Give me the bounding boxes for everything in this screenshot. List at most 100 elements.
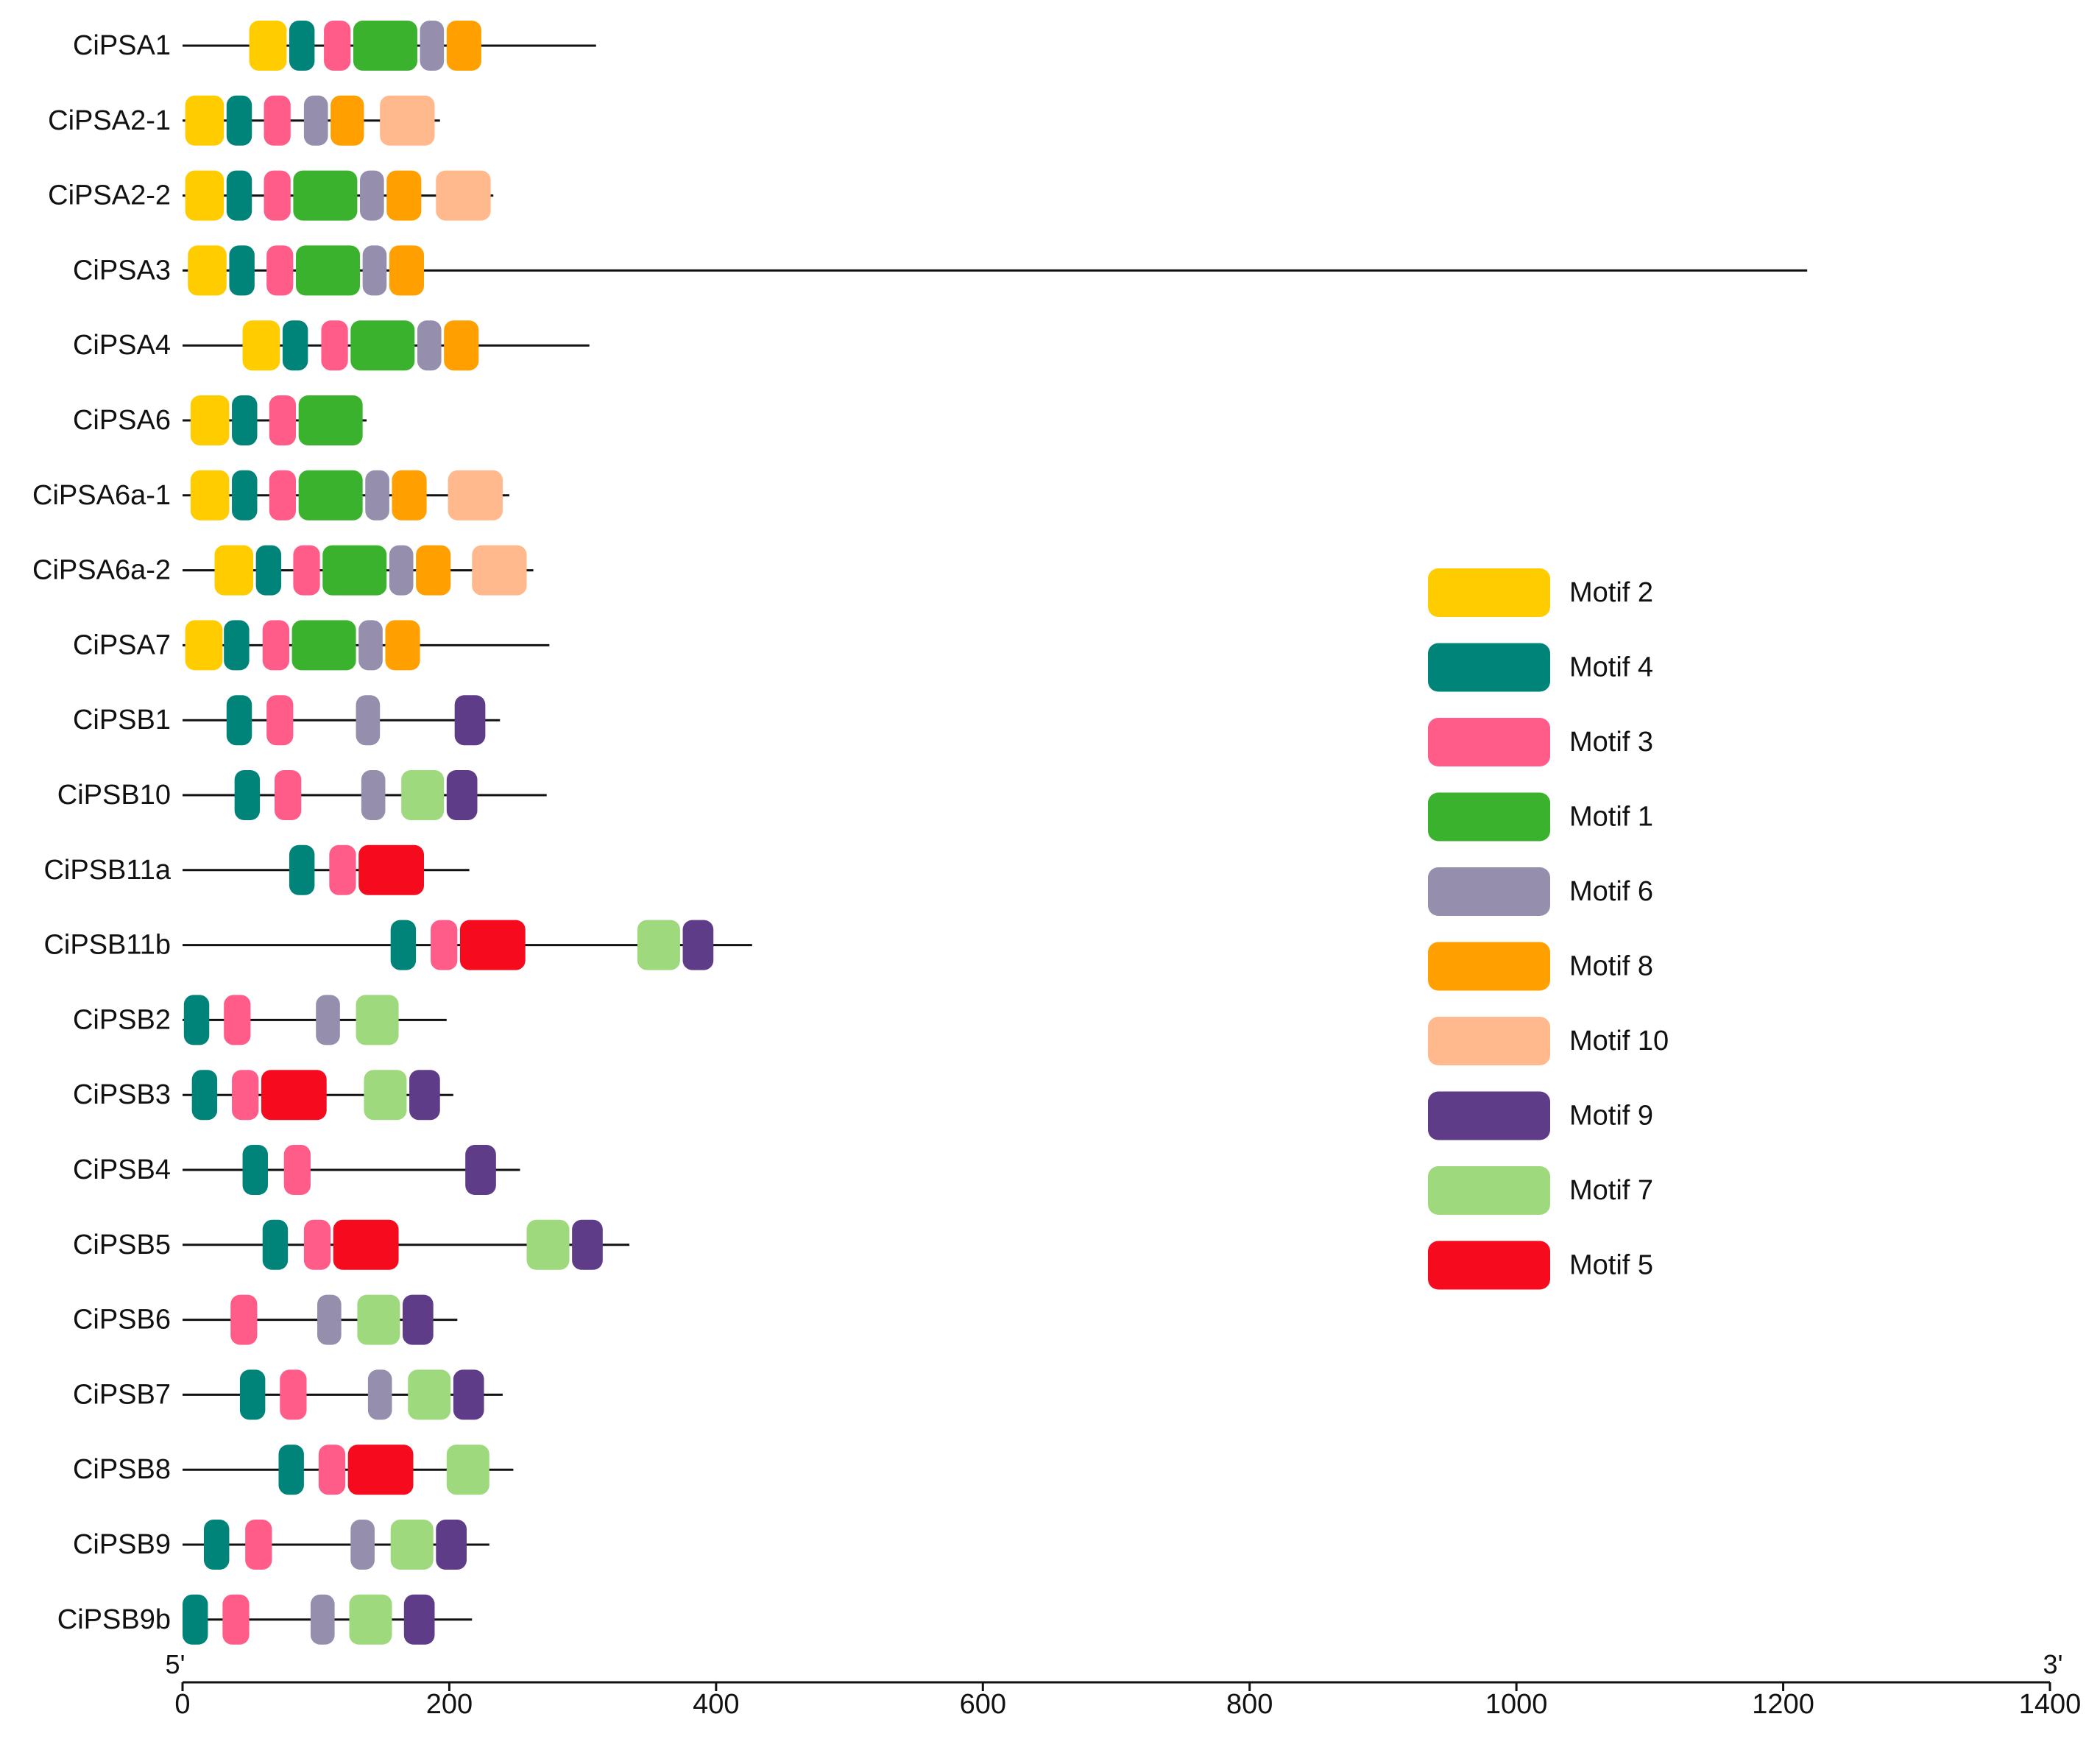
motif-7-box: [364, 1070, 407, 1121]
motif-6-box: [389, 545, 414, 596]
gene-row: CiPSB6: [73, 1294, 458, 1345]
motif-2-box: [214, 545, 254, 596]
x-tick-label: 200: [426, 1689, 473, 1720]
gene-row: CiPSA6: [73, 395, 367, 445]
gene-label: CiPSA6a-2: [32, 555, 171, 586]
motif-2-box: [249, 21, 287, 71]
motif-2-box: [185, 170, 225, 221]
legend-label: Motif 9: [1569, 1101, 1653, 1132]
motif-8-box: [446, 21, 481, 71]
motif-10-box: [472, 545, 527, 596]
motif-4-box: [226, 695, 252, 746]
motif-4-box: [183, 1594, 208, 1645]
x-tick-label: 0: [174, 1689, 190, 1720]
motif-3-box: [222, 1594, 250, 1645]
legend-swatch: [1428, 568, 1550, 617]
motif-3-box: [293, 545, 320, 596]
legend-item: Motif 8: [1428, 942, 1653, 991]
motif-2-box: [242, 320, 280, 371]
legend-label: Motif 8: [1569, 951, 1653, 982]
x-tick-label: 1400: [2019, 1689, 2082, 1720]
gene-label: CiPSA1: [73, 30, 171, 61]
gene-row: CiPSA6a-2: [32, 545, 534, 596]
motif-9-box: [465, 1145, 496, 1195]
legend-item: Motif 1: [1428, 792, 1653, 842]
motif-6-box: [420, 21, 445, 71]
motif-7-box: [401, 770, 445, 820]
x-tick-label: 1000: [1485, 1689, 1548, 1720]
gene-label: CiPSB7: [73, 1379, 171, 1410]
gene-label: CiPSB1: [73, 705, 171, 736]
gene-label: CiPSA3: [73, 255, 171, 286]
legend-item: Motif 6: [1428, 867, 1653, 916]
motif-4-box: [234, 770, 261, 820]
motif-6-box: [361, 770, 386, 820]
x-tick-label: 600: [960, 1689, 1006, 1720]
gene-label: CiPSA4: [73, 330, 171, 361]
motif-4-box: [239, 1369, 266, 1420]
gene-row: CiPSA2-2: [48, 170, 494, 221]
gene-row: CiPSB9b: [57, 1594, 473, 1645]
motif-4-box: [262, 1219, 289, 1270]
motif-8-box: [330, 95, 364, 146]
legend-label: Motif 5: [1569, 1250, 1653, 1281]
motif-3-box: [324, 21, 351, 71]
legend-label: Motif 4: [1569, 652, 1653, 683]
motif-3-box: [245, 1520, 272, 1570]
motif-10-box: [436, 170, 491, 221]
motif-4-box: [229, 245, 255, 296]
motif-6-box: [356, 695, 381, 746]
legend-swatch: [1428, 942, 1550, 991]
gene-row: CiPSB10: [57, 770, 547, 820]
x-axis-ticks: 0 200 400 600 800 1000 1200 1400: [174, 1682, 2081, 1720]
motif-8-box: [385, 620, 420, 671]
legend-item: Motif 2: [1428, 568, 1653, 617]
gene-row: CiPSA2-1: [48, 95, 440, 146]
motif-3-box: [224, 995, 251, 1045]
x-tick-label: 800: [1226, 1689, 1273, 1720]
motif-7-box: [637, 920, 680, 970]
legend-item: Motif 9: [1428, 1091, 1653, 1140]
motif-10-box: [448, 470, 503, 521]
motif-7-box: [526, 1219, 570, 1270]
motif-4-box: [242, 1145, 268, 1195]
legend-swatch: [1428, 1091, 1550, 1140]
motif-9-box: [403, 1594, 435, 1645]
motif-8-box: [389, 245, 424, 296]
motif-2-box: [185, 620, 223, 671]
motif-3-box: [280, 1369, 307, 1420]
motif-4-box: [390, 920, 417, 970]
motif-8-box: [386, 170, 422, 221]
motif-4-box: [255, 545, 282, 596]
motif-9-box: [682, 920, 714, 970]
motif-9-box: [436, 1520, 467, 1570]
motif-3-box: [303, 1219, 331, 1270]
legend-label: Motif 1: [1569, 802, 1653, 833]
motif-1-box: [298, 395, 363, 445]
gene-label: CiPSB8: [73, 1454, 171, 1485]
motif-4-box: [282, 320, 308, 371]
gene-rows: CiPSA1 CiPSA2-1 CiPSA2-2 CiPSA3 CiPSA4 CiPSA6…: [32, 21, 1808, 1645]
gene-label: CiPSB5: [73, 1230, 171, 1260]
gene-row: CiPSB11a: [43, 844, 470, 895]
motif-7-box: [356, 995, 399, 1045]
motif-9-box: [454, 695, 486, 746]
motif-3-box: [431, 920, 458, 970]
motif-9-box: [403, 1294, 434, 1345]
motif-1-box: [293, 170, 358, 221]
start-5prime-label: 5': [166, 1649, 185, 1679]
motif-9-box: [446, 770, 478, 820]
motif-6-box: [365, 470, 389, 521]
motif-2-box: [190, 470, 230, 521]
legend-label: Motif 6: [1569, 876, 1653, 907]
gene-label: CiPSA6a-1: [32, 480, 171, 511]
motif-9-box: [453, 1369, 484, 1420]
motif-4-box: [278, 1445, 304, 1495]
motif-3-box: [283, 1145, 311, 1195]
legend-item: Motif 5: [1428, 1241, 1653, 1290]
gene-label: CiPSB2: [73, 1004, 171, 1035]
motif-4-box: [232, 395, 258, 445]
legend-label: Motif 7: [1569, 1175, 1653, 1206]
motif-8-box: [392, 470, 427, 521]
